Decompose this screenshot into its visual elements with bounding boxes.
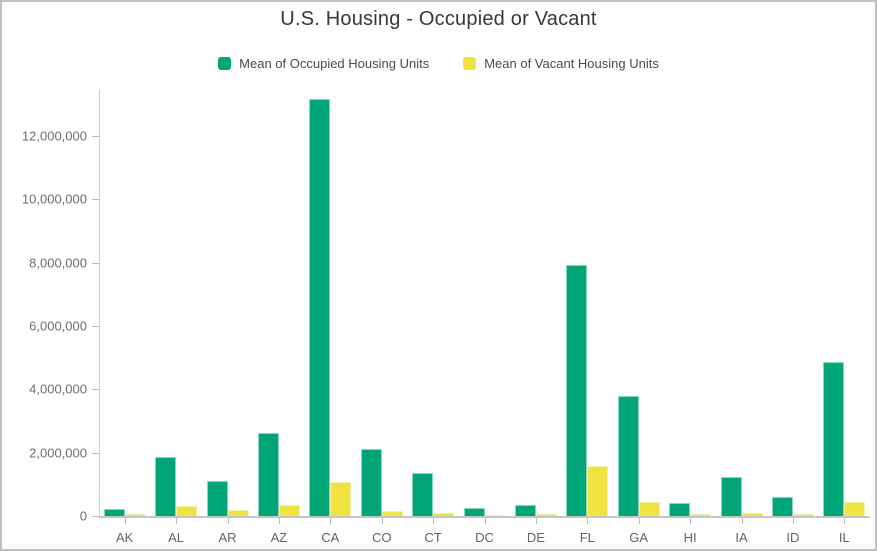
x-axis-tick	[587, 518, 589, 524]
bar-occupied-IA[interactable]	[720, 477, 742, 516]
x-axis-label-CA: CA	[321, 530, 340, 545]
x-axis-tick	[792, 518, 794, 524]
y-axis-tick-label: 8,000,000	[29, 255, 87, 271]
x-axis-tick	[330, 518, 332, 524]
bar-vacant-DC[interactable]	[484, 515, 506, 516]
bar-occupied-DE[interactable]	[514, 505, 536, 516]
vacant-series-swatch-icon	[463, 57, 477, 70]
x-axis-tick	[484, 518, 486, 524]
x-axis-tick	[176, 518, 178, 524]
bar-occupied-IL[interactable]	[823, 362, 845, 516]
y-axis-tick	[92, 389, 99, 391]
bar-vacant-ID[interactable]	[792, 514, 814, 516]
bar-vacant-AL[interactable]	[176, 506, 198, 516]
bar-vacant-CT[interactable]	[433, 513, 455, 516]
x-axis-label-HI: HI	[683, 530, 697, 545]
x-axis-label-IA: IA	[735, 530, 748, 545]
x-axis-tick	[741, 518, 743, 524]
bar-occupied-AZ[interactable]	[257, 433, 279, 516]
legend-item-occupied[interactable]: Mean of Occupied Housing Units	[218, 56, 429, 71]
x-axis-line	[99, 516, 870, 518]
bar-occupied-HI[interactable]	[669, 503, 691, 516]
bar-occupied-CO[interactable]	[360, 449, 382, 516]
y-axis-tick	[92, 326, 99, 327]
bar-occupied-FL[interactable]	[566, 265, 588, 516]
legend-item-vacant[interactable]: Mean of Vacant Housing Units	[463, 56, 659, 71]
y-axis-tick	[92, 516, 99, 517]
occupied-series-swatch-icon	[218, 57, 232, 70]
legend-label-vacant: Mean of Vacant Housing Units	[484, 56, 659, 71]
y-axis-tick	[92, 136, 99, 137]
x-axis-label-ID: ID	[786, 530, 800, 545]
bar-occupied-CT[interactable]	[412, 473, 434, 516]
x-axis-label-AK: AK	[116, 530, 134, 545]
x-axis-label-AZ: AZ	[270, 530, 288, 545]
bar-occupied-CA[interactable]	[309, 99, 331, 516]
y-axis-tick-label: 12,000,000	[21, 128, 87, 144]
x-axis-label-DE: DE	[526, 530, 545, 545]
y-axis-tick-label: 10,000,000	[21, 191, 87, 207]
x-axis-label-AR: AR	[218, 530, 237, 545]
y-axis-line	[99, 90, 100, 516]
bar-vacant-CO[interactable]	[381, 511, 403, 516]
x-axis-label-AL: AL	[168, 530, 185, 545]
x-axis-label-CT: CT	[424, 530, 442, 545]
bar-vacant-AK[interactable]	[124, 514, 146, 516]
y-axis-tick-label: 6,000,000	[29, 318, 87, 334]
y-axis-tick-label: 0	[79, 508, 87, 524]
x-axis-tick	[227, 518, 229, 524]
bar-vacant-AZ[interactable]	[278, 505, 300, 516]
x-axis-tick	[381, 518, 383, 524]
x-axis-tick	[124, 518, 126, 524]
y-axis-tick	[92, 262, 99, 264]
x-axis-tick	[844, 518, 846, 524]
x-axis-label-GA: GA	[629, 530, 649, 545]
bar-vacant-IA[interactable]	[741, 513, 763, 516]
bar-occupied-AL[interactable]	[155, 457, 177, 516]
bar-vacant-AR[interactable]	[227, 510, 249, 516]
x-axis-tick	[638, 518, 640, 524]
x-axis-tick	[535, 518, 537, 524]
y-axis-tick	[92, 452, 99, 454]
bar-occupied-AR[interactable]	[206, 481, 228, 516]
bar-occupied-DC[interactable]	[463, 508, 485, 516]
x-axis-label-FL: FL	[579, 530, 595, 545]
y-axis-tick	[92, 199, 99, 201]
bar-vacant-DE[interactable]	[535, 514, 557, 516]
chart-title: U.S. Housing - Occupied or Vacant	[280, 8, 597, 30]
y-axis-tick-label: 2,000,000	[29, 445, 87, 461]
x-axis-label-DC: DC	[475, 530, 494, 545]
legend-label-occupied: Mean of Occupied Housing Units	[239, 56, 430, 71]
bar-vacant-FL[interactable]	[587, 466, 609, 516]
chart-legend: Mean of Occupied Housing Units Mean of V…	[2, 56, 875, 71]
bar-occupied-AK[interactable]	[103, 509, 125, 516]
bar-vacant-GA[interactable]	[638, 502, 660, 516]
y-axis-tick-label: 4,000,000	[29, 381, 87, 397]
bar-occupied-GA[interactable]	[617, 396, 639, 516]
bar-vacant-CA[interactable]	[330, 482, 352, 516]
bar-vacant-IL[interactable]	[844, 502, 866, 516]
x-axis-tick	[433, 518, 435, 524]
x-axis-label-IL: IL	[838, 530, 850, 545]
x-axis-tick	[278, 518, 280, 524]
x-axis-tick	[690, 518, 692, 524]
bar-vacant-HI[interactable]	[690, 514, 712, 516]
bar-occupied-ID[interactable]	[771, 497, 793, 516]
x-axis-label-CO: CO	[371, 530, 392, 545]
